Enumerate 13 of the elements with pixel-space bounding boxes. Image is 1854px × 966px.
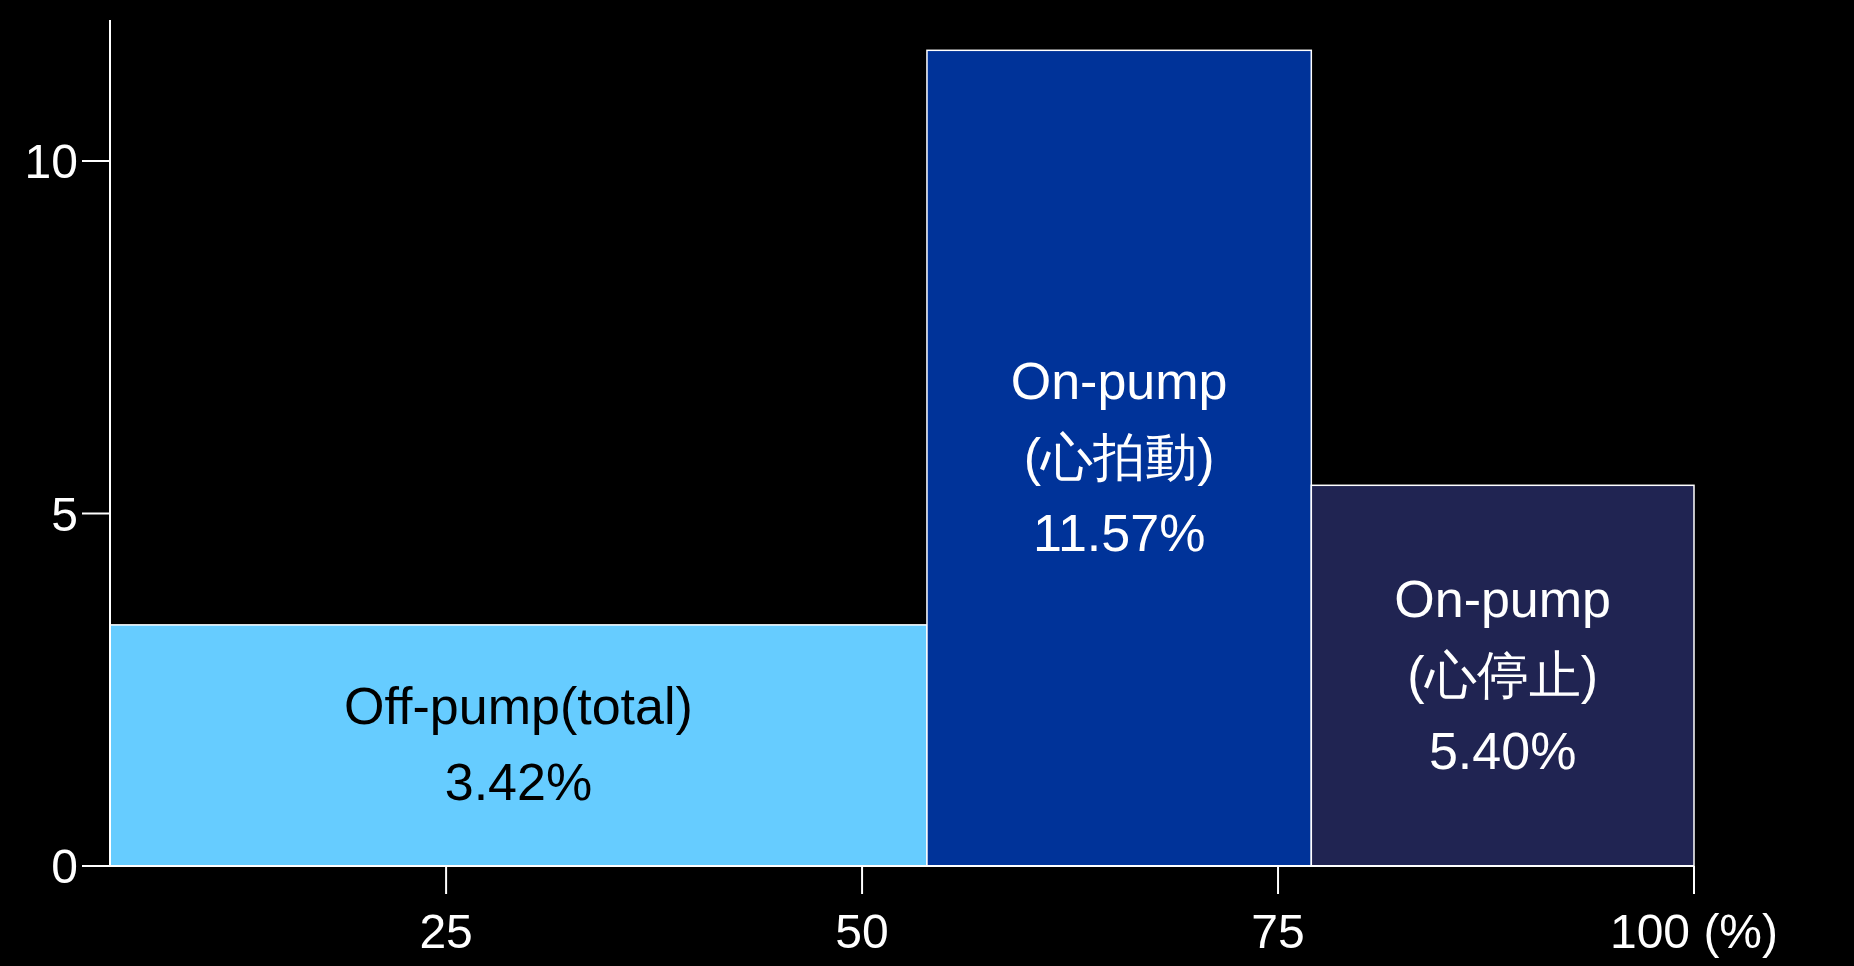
x-tick-label: 75 [1251,905,1305,958]
x-tick-label: 50 [835,905,889,958]
y-tick-label: 0 [51,840,78,893]
x-tick-label: 25 [419,905,473,958]
y-tick-label: 10 [24,135,78,188]
category-label: On-pump (心拍動) [1010,352,1228,487]
y-tick-label: 5 [51,487,78,541]
data-label: 3.42% [444,753,593,812]
x-tick-label: 100 (%) [1609,905,1779,958]
category-label: Off-pump(total) [344,677,693,736]
data-label: 5.40% [1428,721,1577,780]
data-label: 11.57% [1032,504,1206,563]
category-label: On-pump (心停止) [1394,569,1612,704]
